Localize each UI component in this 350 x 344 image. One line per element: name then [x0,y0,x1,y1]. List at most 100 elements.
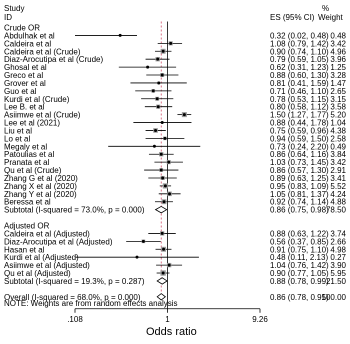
weight-value: 3.74 [330,229,346,238]
study-label: Asiimwe et al (Crude) [4,111,81,120]
subtotal-es-ci-value: 0.88 (0.78, 0.99) [270,277,329,286]
point-estimate [160,121,164,125]
point-estimate [159,152,163,156]
point-estimate [160,73,164,77]
study-label: Caldeira et al (Adjusted) [4,229,90,238]
weight-value: 3.90 [330,261,346,270]
weight-value: 4.24 [330,190,346,199]
es-ci-value: 0.88 (0.44, 1.78) [270,119,329,128]
point-estimate [157,81,161,85]
study-label: Lo et al [4,134,30,143]
point-estimate [161,49,165,53]
point-estimate [162,200,166,204]
point-estimate [146,65,150,69]
weight-value: 2.91 [330,166,346,175]
es-ci-value: 0.86 (0.57, 1.30) [270,166,329,175]
group-label: Crude OR [4,24,40,33]
x-tick-label: 1 [165,315,170,324]
study-label: Megaly et al [4,142,47,151]
point-estimate [141,239,145,243]
point-estimate [151,89,155,93]
point-estimate [182,113,186,117]
x-tick-label: .108 [67,315,83,324]
weight-value: 3.96 [330,55,346,64]
subtotal-es-ci-value: 0.86 (0.75, 0.98) [270,206,329,215]
study-label: Beressa et al [4,198,51,207]
weight-value: 4.98 [330,245,346,254]
es-ci-value: 0.92 (0.74, 1.14) [270,198,329,207]
weight-value: 2.65 [330,87,346,96]
weight-value: 4.96 [330,47,346,56]
point-estimate [167,160,171,164]
es-ci-value: 0.88 (0.63, 1.22) [270,229,329,238]
weight-value: 3.15 [330,95,346,104]
point-estimate [161,271,165,275]
weight-value: 3.42 [330,39,346,48]
study-label: Zhang G et al (2020) [4,174,78,183]
es-ci-value: 0.86 (0.64, 1.16) [270,150,329,159]
point-estimate [135,255,139,259]
study-label: Abdulhak et al [4,31,55,40]
es-ci-value: 1.04 (0.76, 1.42) [270,261,329,270]
study-label: Caldeira et al [4,39,51,48]
study-label: Lee et al (2021) [4,119,60,128]
es-ci-value: 0.78 (0.53, 1.15) [270,95,329,104]
point-estimate [161,176,165,180]
point-estimate [152,144,156,148]
study-label: Grover et al [4,79,46,88]
es-ci-value: 0.95 (0.83, 1.09) [270,182,329,191]
study-label: Liu et al [4,126,32,135]
point-estimate [118,33,122,37]
study-label: Asiimwe et al (Adjusted) [4,261,90,270]
point-estimate [156,57,160,61]
es-ci-value: 0.71 (0.46, 1.10) [270,87,329,96]
es-ci-value: 0.32 (0.02, 0.48) [270,31,329,40]
es-ci-value: 0.91 (0.75, 1.10) [270,245,329,254]
x-tick-label: 9.26 [252,315,268,324]
weight-header: Weight [318,13,343,22]
point-estimate [160,231,164,235]
es-ci-value: 0.48 (0.11, 2.13) [270,253,328,262]
weight-value: 0.48 [330,31,346,40]
study-label: Pranata et al [4,158,50,167]
subtotal-label: Subtotal (I-squared = 73.0%, p = 0.000) [4,206,145,215]
weight-value: 5.95 [330,269,346,278]
overall-es-ci-value: 0.86 (0.78, 0.95) [270,293,329,302]
es-ci-value: 1.50 (1.27, 1.77) [270,111,329,120]
es-ci-value: 0.80 (0.58, 1.12) [270,103,329,112]
study-label: Diaz-Arocutipa et al (Adjusted) [4,237,113,246]
x-axis-title: Odds ratio [146,326,197,338]
study-label: Diaz-Arocutipa et al (Crude) [4,55,103,64]
group-label: Adjusted OR [4,222,50,231]
study-label: Hasan et al [4,245,45,254]
point-estimate [154,128,158,132]
weight-value: 5.52 [330,182,346,191]
overall-label: Overall (I-squared = 68.0%, p = 0.000) [4,293,141,302]
es-ci-value: 0.90 (0.77, 1.05) [270,269,329,278]
study-label: Qu et al (Crude) [4,166,62,175]
es-ci-value: 0.90 (0.74, 1.10) [270,47,329,56]
study-header-line1: Study [4,4,25,13]
es-ci-value: 0.73 (0.24, 2.20) [270,142,329,151]
point-estimate [156,105,160,109]
es-ci-header: ES (95% CI) [270,13,315,22]
es-ci-value: 0.56 (0.37, 0.85) [270,237,329,246]
overall-diamond [156,293,167,301]
es-ci-value: 0.81 (0.41, 1.59) [270,79,329,88]
subtotal-diamond [154,205,168,214]
subtotal-label: Subtotal (I-squared = 19.3%, p = 0.287) [4,277,145,286]
weight-value: 1.25 [330,63,346,72]
es-ci-value: 0.79 (0.59, 1.05) [270,55,329,64]
study-label: Kurdi et al (Adjusted) [4,253,79,262]
es-ci-value: 1.08 (0.79, 1.42) [270,39,329,48]
weight-value: 1.04 [330,119,346,128]
study-label: Greco et al [4,71,43,80]
point-estimate [167,263,171,267]
point-estimate [159,168,163,172]
weight-value: 4.88 [330,198,346,207]
point-estimate [155,97,159,101]
study-label: Qu et al (Adjusted) [4,269,71,278]
point-estimate [163,184,167,188]
point-estimate [168,192,172,196]
